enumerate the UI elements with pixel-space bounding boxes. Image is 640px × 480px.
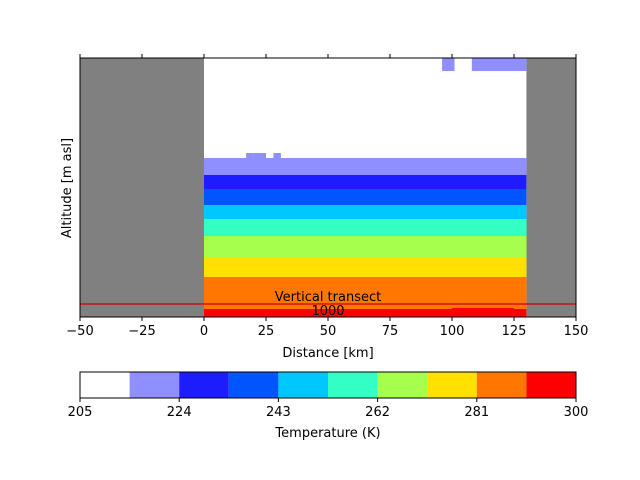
colorbar: 205 224 243 262 281 300 Temperature (K)	[68, 371, 589, 441]
colorbar-frame	[79, 371, 577, 399]
band-edge-bump	[452, 308, 514, 317]
x-axis-ticks: −50 −25 0 25 50 75 100 125 150	[66, 54, 588, 339]
band-edge-bump	[303, 310, 341, 317]
colorbar-tick-label: 300	[564, 405, 589, 420]
temperature-band	[204, 309, 527, 317]
transect-label: Vertical transect	[275, 290, 381, 305]
x-tick-label: 75	[382, 324, 399, 339]
x-tick-label: 25	[258, 324, 275, 339]
band-edge-bump	[273, 153, 281, 158]
upper-patch	[471, 58, 527, 71]
colorbar-cell	[328, 372, 378, 398]
temperature-band	[204, 257, 527, 277]
y-axis-label: Altitude [m asl]	[60, 138, 75, 238]
band-edge-bump	[216, 311, 242, 317]
band-edge-bump	[253, 153, 266, 158]
transect-value-label: 1000	[311, 304, 344, 319]
colorbar-cell	[228, 372, 279, 398]
plot-area: Vertical transect 1000 −50 −25 0 25 50 75 100 1…	[60, 54, 588, 361]
transect-layer: Vertical transect 1000	[80, 290, 576, 319]
x-tick-label: −25	[128, 324, 155, 339]
colorbar-cell	[129, 372, 180, 398]
x-tick-label: 150	[564, 324, 589, 339]
upper-patches	[442, 58, 527, 71]
band-edge-bump	[402, 312, 440, 317]
x-tick-label: 100	[440, 324, 465, 339]
nodata-region-left	[80, 58, 204, 317]
temperature-band	[204, 236, 527, 257]
colorbar-cell	[278, 372, 328, 398]
colorbar-cells	[80, 372, 576, 398]
colorbar-cell	[476, 372, 527, 398]
colorbar-cell	[377, 372, 428, 398]
x-tick-label: −50	[66, 324, 93, 339]
colorbar-cell	[179, 372, 229, 398]
temperature-band	[204, 219, 527, 236]
colorbar-label: Temperature (K)	[274, 426, 380, 441]
colorbar-cell	[526, 372, 576, 398]
temperature-band	[204, 158, 527, 175]
colorbar-tick-label: 243	[266, 405, 291, 420]
colorbar-tick-label: 262	[365, 405, 390, 420]
x-tick-label: 50	[320, 324, 337, 339]
temperature-band	[204, 205, 527, 219]
colorbar-tick-label: 224	[167, 405, 192, 420]
temperature-band	[204, 175, 527, 189]
band-edge-bump	[246, 153, 254, 158]
nodata-layer	[80, 58, 576, 317]
nodata-region-right	[526, 58, 576, 317]
upper-patch	[442, 58, 455, 71]
x-axis-label: Distance [km]	[282, 346, 373, 361]
colorbar-ticks: 205 224 243 262 281 300	[68, 398, 589, 420]
x-tick-label: 125	[502, 324, 527, 339]
colorbar-tick-label: 205	[68, 405, 93, 420]
colorbar-cell	[427, 372, 477, 398]
colorbar-cell	[80, 372, 130, 398]
temperature-band	[204, 189, 527, 205]
colorbar-tick-label: 281	[464, 405, 489, 420]
x-tick-label: 0	[200, 324, 208, 339]
